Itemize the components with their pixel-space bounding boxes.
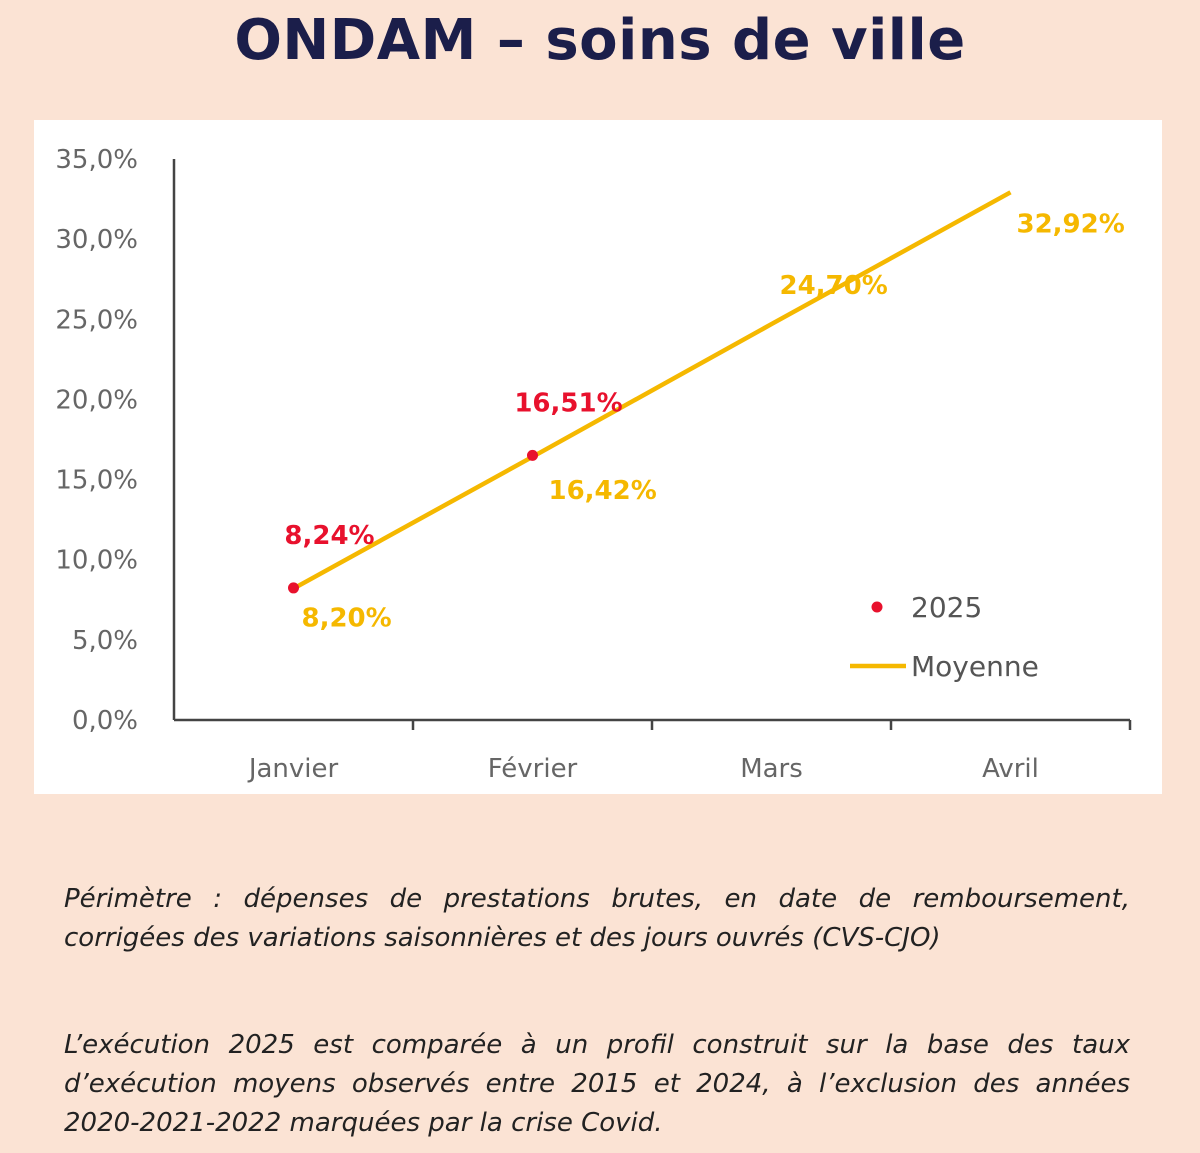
x-tick-label: Février [488,754,578,784]
chart-title: ONDAM – soins de ville [234,8,966,73]
x-tick-label: Avril [982,754,1039,784]
note-execution: L’exécution 2025 est comparée à un profi… [64,1030,1130,1138]
data-label-moyenne: 24,70% [780,271,888,301]
data-point-2025 [527,449,538,461]
data-label-moyenne: 32,92% [1017,209,1125,239]
data-label-moyenne: 16,42% [549,476,657,506]
x-tick-label: Mars [740,754,803,784]
y-tick-label: 15,0% [55,466,138,496]
y-tick-label: 0,0% [72,706,138,736]
y-tick-label: 10,0% [55,546,138,576]
y-tick-label: 30,0% [55,225,138,255]
legend-label-2025: 2025 [911,591,982,624]
legend-marker-2025 [871,601,883,613]
data-label-2025: 16,51% [514,388,622,418]
chart-panel: 0,0% 5,0% 10,0% 15,0% 20,0% 25,0% 30,0% 35,0% Ja… [34,120,1162,794]
note-perimetre: Périmètre : dépenses de prestations brut… [64,884,1130,953]
y-tick-label: 20,0% [55,385,138,415]
chart-svg: 0,0% 5,0% 10,0% 15,0% 20,0% 25,0% 30,0% 35,0% Ja… [55,145,1132,784]
y-tick-label: 35,0% [55,145,138,175]
data-point-2025 [288,582,299,594]
data-label-moyenne: 8,20% [302,604,392,634]
data-label-2025: 8,24% [284,521,374,551]
legend-label-moyenne: Moyenne [911,650,1039,683]
x-tick-label: Janvier [247,754,339,784]
y-tick-label: 25,0% [55,305,138,335]
y-tick-label: 5,0% [72,626,138,656]
series-line-moyenne [292,190,1012,591]
